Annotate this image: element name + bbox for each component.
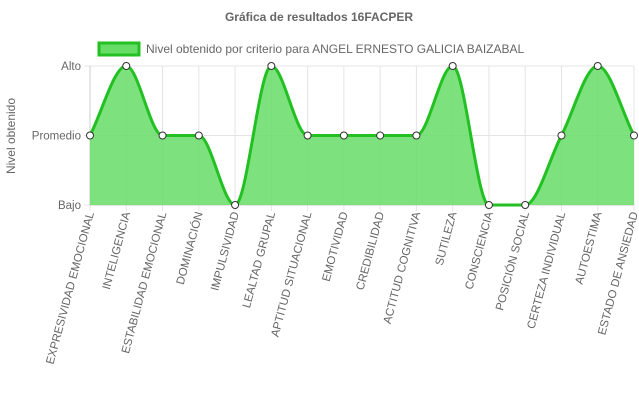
data-points <box>86 62 638 209</box>
data-point[interactable] <box>376 131 385 140</box>
x-tick-label: AUTOESTIMA <box>574 210 605 285</box>
data-point[interactable] <box>521 201 530 209</box>
y-ticks: Bajo Promedio Alto <box>32 61 81 212</box>
series-line <box>88 64 636 207</box>
x-tick-label: CONSCIENCIA <box>464 210 496 291</box>
data-point[interactable] <box>122 62 131 70</box>
data-point[interactable] <box>267 62 276 70</box>
x-tick-label: EXPRESIVIDAD EMOCIONAL <box>45 210 97 366</box>
x-tick-label: ACTITUD COGNITIVA <box>382 210 424 325</box>
chart-title: Gráfica de resultados 16FACPER <box>225 10 413 24</box>
legend-swatch <box>97 41 141 57</box>
data-point[interactable] <box>448 62 457 70</box>
data-point[interactable] <box>557 131 566 140</box>
data-point[interactable] <box>484 201 493 209</box>
x-tick-label: INTELIGENCIA <box>101 210 133 291</box>
data-point[interactable] <box>593 62 602 70</box>
data-point[interactable] <box>86 131 94 140</box>
x-tick-label: EMOTIVIDAD <box>321 211 351 283</box>
x-tick-label: POSICIÓN SOCIAL <box>493 210 532 312</box>
y-tick-label: Promedio <box>32 131 81 143</box>
series-line-path <box>88 64 636 207</box>
x-tick-label: LEALTAD GRUPAL <box>241 210 278 309</box>
x-tick-label: DOMINACIÓN <box>174 210 206 286</box>
data-point[interactable] <box>412 131 421 140</box>
x-tick-label: IMPULSIVIDAD <box>209 211 242 293</box>
y-tick-label: Bajo <box>58 200 81 212</box>
x-tick-label: SUTILEZA <box>434 210 460 267</box>
data-point[interactable] <box>303 131 312 140</box>
y-tick-label: Alto <box>61 61 81 73</box>
x-ticks: EXPRESIVIDAD EMOCIONAL INTELIGENCIAESTABI… <box>45 210 639 366</box>
x-tick-label: CERTEZA INDIVIDUAL <box>526 210 569 330</box>
legend-label: Nivel obtenido por criterio para ANGEL E… <box>146 42 524 56</box>
x-tick-label: APTITUD SITUACIONAL <box>269 210 314 338</box>
data-point[interactable] <box>194 131 203 140</box>
data-point[interactable] <box>630 131 638 140</box>
data-point[interactable] <box>231 201 240 209</box>
x-tick-label: CREDIBILIDAD <box>355 211 387 292</box>
y-axis-label: Nivel obtenido <box>4 98 18 174</box>
x-tick-label: ESTADO DE ANSIEDAD <box>596 211 639 337</box>
data-point[interactable] <box>339 131 348 140</box>
data-point[interactable] <box>158 131 167 140</box>
legend[interactable]: Nivel obtenido por criterio para ANGEL E… <box>97 41 524 57</box>
